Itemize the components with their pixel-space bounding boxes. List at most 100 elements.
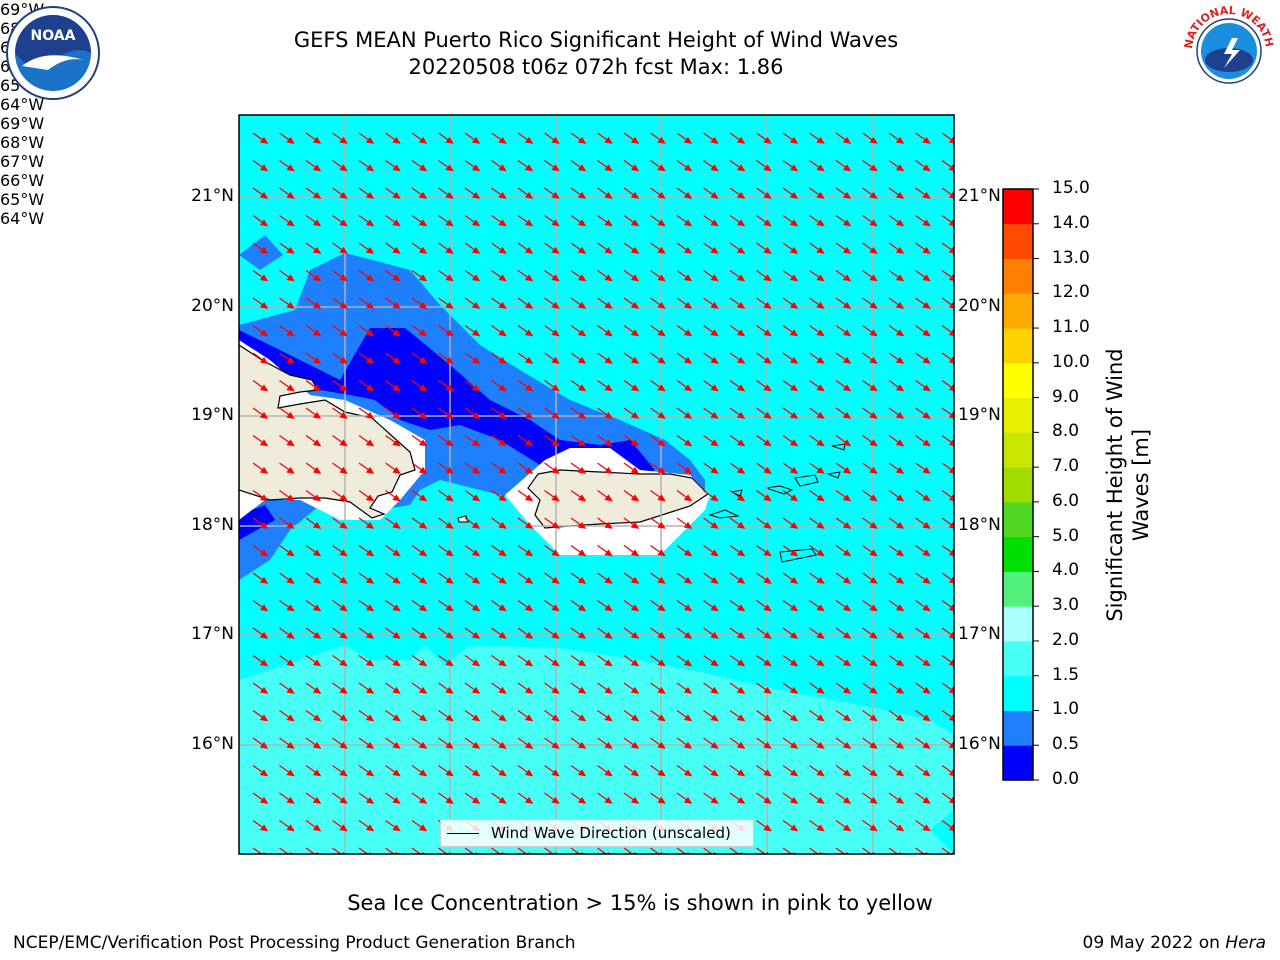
direction-arrow-head — [339, 191, 348, 199]
direction-arrow-head — [551, 521, 560, 529]
direction-arrow-head — [498, 631, 507, 639]
direction-arrow-head — [683, 164, 693, 172]
direction-arrow-head — [948, 576, 954, 584]
direction-arrow-head — [577, 741, 587, 749]
direction-arrow-head — [604, 329, 613, 337]
direction-arrow-head — [657, 384, 666, 392]
direction-arrow-head — [869, 219, 878, 227]
direction-arrow-head — [816, 824, 825, 832]
lat-label-right: 16°N — [958, 734, 1001, 754]
direction-arrow-head — [789, 329, 799, 337]
direction-arrow-head — [869, 549, 878, 557]
direction-arrow-head — [418, 769, 428, 777]
direction-arrow-head — [312, 604, 322, 612]
direction-arrow-head — [948, 136, 954, 144]
colorbar-tick-label: 2.0 — [1052, 629, 1080, 650]
direction-arrow-head — [922, 769, 931, 777]
direction-arrow-head — [339, 521, 348, 529]
direction-arrow-head — [630, 576, 640, 584]
colorbar-tick-label: 3.0 — [1052, 595, 1080, 616]
direction-arrow-head — [842, 769, 852, 777]
direction-arrow-head — [948, 604, 954, 611]
lat-label-right: 21°N — [958, 186, 1001, 206]
direction-arrow-head — [312, 549, 322, 557]
direction-arrow-head — [657, 769, 666, 777]
direction-arrow-head — [259, 686, 269, 694]
direction-arrow — [411, 847, 422, 854]
direction-arrow-head — [630, 439, 640, 447]
colorbar-tick-label: 11.0 — [1052, 317, 1090, 338]
footer-host: Hera — [1225, 933, 1266, 953]
direction-arrow-head — [524, 466, 534, 474]
direction-arrow-head — [922, 219, 931, 227]
colorbar-segment — [1003, 397, 1033, 433]
direction-arrow-head — [498, 274, 507, 282]
direction-arrow-head — [816, 384, 825, 392]
direction-arrow-head — [842, 631, 852, 639]
direction-arrow-head — [816, 769, 825, 777]
direction-arrow-head — [736, 521, 746, 529]
direction-arrow-head — [365, 659, 375, 667]
direction-arrow-head — [630, 466, 640, 474]
direction-arrow-head — [736, 384, 746, 392]
direction-arrow-head — [498, 769, 507, 777]
direction-arrow-head — [339, 274, 348, 282]
direction-arrow-head — [604, 796, 613, 804]
direction-arrow-head — [869, 686, 878, 694]
direction-arrow-head — [657, 714, 666, 722]
direction-arrow-head — [471, 191, 481, 199]
direction-arrow-head — [498, 549, 507, 557]
direction-arrow-head — [604, 604, 613, 612]
direction-arrow-head — [789, 466, 799, 474]
direction-arrow-head — [869, 741, 878, 749]
direction-arrow-head — [710, 576, 719, 584]
direction-arrow-head — [259, 494, 269, 502]
direction-arrow-head — [312, 714, 322, 722]
direction-arrow-head — [259, 824, 269, 832]
direction-arrow-head — [922, 356, 931, 364]
direction-arrow-head — [657, 741, 666, 749]
direction-arrow-head — [895, 824, 905, 832]
direction-arrow-head — [657, 494, 666, 502]
direction-arrow-head — [312, 164, 322, 172]
direction-arrow-head — [869, 246, 878, 254]
direction-arrow-head — [842, 274, 852, 282]
direction-arrow-head — [286, 521, 295, 529]
direction-arrow-head — [259, 741, 269, 749]
direction-arrow-head — [869, 191, 878, 199]
direction-arrow-head — [816, 686, 825, 694]
direction-arrow-head — [418, 576, 428, 584]
direction-arrow-head — [471, 521, 481, 529]
direction-arrow-head — [816, 356, 825, 364]
direction-arrow-head — [259, 384, 269, 392]
direction-arrow-head — [816, 329, 825, 337]
direction-arrow-head — [471, 576, 481, 584]
direction-arrow-head — [895, 356, 905, 364]
direction-arrow-head — [471, 219, 481, 227]
direction-arrow-head — [922, 659, 931, 667]
direction-arrow-head — [683, 686, 693, 694]
direction-arrow-head — [551, 686, 560, 694]
direction-arrow-head — [577, 384, 587, 392]
direction-arrow-head — [736, 741, 746, 749]
direction-arrow-head — [816, 549, 825, 557]
direction-arrow-head — [365, 824, 375, 832]
direction-arrow-head — [789, 191, 799, 199]
direction-arrow-head — [498, 439, 507, 447]
direction-arrow-head — [895, 274, 905, 282]
direction-arrow-head — [577, 246, 587, 254]
direction-arrow-head — [498, 384, 507, 392]
direction-arrow-head — [471, 686, 481, 694]
direction-arrow-head — [551, 741, 560, 749]
direction-arrow-head — [445, 714, 454, 722]
direction-arrow-head — [736, 549, 746, 557]
direction-arrow-head — [498, 796, 507, 804]
colorbar-segment — [1003, 189, 1033, 225]
page-subtitle: 20220508 t06z 072h fcst Max: 1.86 — [408, 55, 784, 79]
direction-arrow-head — [498, 411, 507, 419]
direction-arrow-head — [312, 521, 322, 529]
direction-arrow-head — [789, 549, 799, 557]
direction-arrow-head — [630, 686, 640, 694]
direction-arrow-head — [259, 301, 269, 309]
direction-arrow-head — [789, 796, 799, 804]
